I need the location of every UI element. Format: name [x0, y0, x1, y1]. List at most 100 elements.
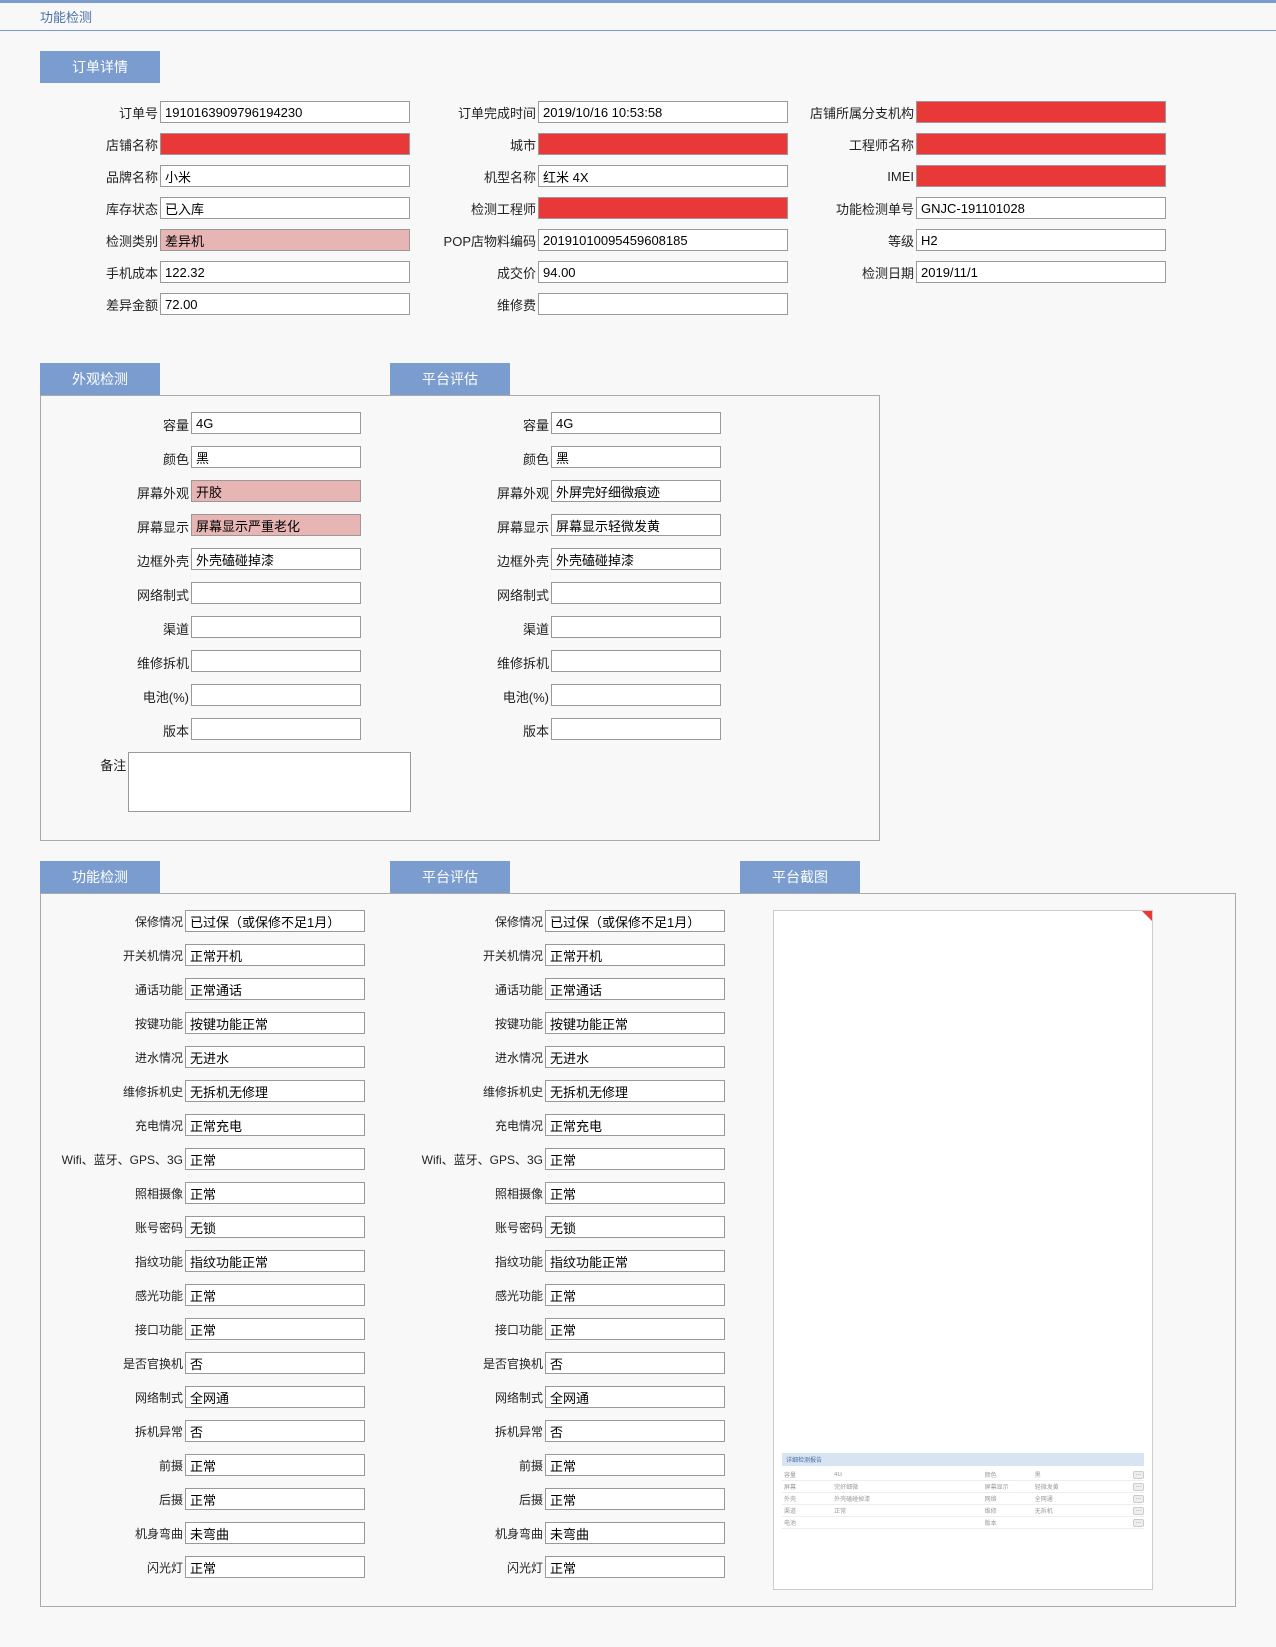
panel-field-input[interactable]: [191, 718, 361, 740]
order-field-input[interactable]: [160, 133, 410, 155]
panel-field-input[interactable]: [191, 514, 361, 536]
func-field-input[interactable]: [545, 1352, 725, 1374]
func-field-label: 进水情况: [405, 1049, 545, 1066]
func-field-input[interactable]: [185, 944, 365, 966]
order-field-input[interactable]: [160, 197, 410, 219]
func-field-input[interactable]: [545, 910, 725, 932]
func-field-input[interactable]: [185, 1386, 365, 1408]
func-row: 开关机情况: [45, 944, 405, 966]
remark-textarea[interactable]: [128, 752, 411, 812]
func-field-input[interactable]: [185, 1114, 365, 1136]
order-field-input[interactable]: [916, 197, 1166, 219]
appearance-left-header: 外观检测: [40, 363, 160, 395]
func-field-label: 接口功能: [45, 1321, 185, 1338]
panel-field-input[interactable]: [191, 582, 361, 604]
panel-field-input[interactable]: [551, 446, 721, 468]
panel-field-input[interactable]: [191, 480, 361, 502]
func-field-input[interactable]: [185, 1250, 365, 1272]
func-field-input[interactable]: [545, 1114, 725, 1136]
func-field-input[interactable]: [185, 1012, 365, 1034]
func-field-input[interactable]: [545, 1522, 725, 1544]
func-field-input[interactable]: [185, 1522, 365, 1544]
panel-field-input[interactable]: [551, 718, 721, 740]
func-field-input[interactable]: [185, 1284, 365, 1306]
order-field-input[interactable]: [160, 261, 410, 283]
func-field-label: 后摄: [45, 1491, 185, 1508]
mini-table-btn: ···: [1133, 1507, 1144, 1515]
func-field-input[interactable]: [185, 1556, 365, 1578]
order-field-input[interactable]: [538, 101, 788, 123]
panel-field-input[interactable]: [551, 650, 721, 672]
panel-field-input[interactable]: [191, 412, 361, 434]
order-field-input[interactable]: [916, 165, 1166, 187]
order-field-input[interactable]: [916, 133, 1166, 155]
order-field-label: 成交价: [418, 263, 538, 282]
panel-field-input[interactable]: [551, 412, 721, 434]
func-field-input[interactable]: [185, 1318, 365, 1340]
panel-field-input[interactable]: [551, 548, 721, 570]
func-field-input[interactable]: [545, 1216, 725, 1238]
func-row: 按键功能: [45, 1012, 405, 1034]
panel-field-input[interactable]: [191, 616, 361, 638]
order-field-input[interactable]: [160, 101, 410, 123]
order-cell: 城市: [418, 133, 788, 155]
func-field-input[interactable]: [545, 1318, 725, 1340]
func-field-input[interactable]: [185, 910, 365, 932]
func-field-input[interactable]: [545, 1046, 725, 1068]
func-field-label: 按键功能: [405, 1015, 545, 1032]
func-field-input[interactable]: [185, 1216, 365, 1238]
order-field-input[interactable]: [160, 165, 410, 187]
func-field-input[interactable]: [185, 1488, 365, 1510]
func-row: 接口功能: [45, 1318, 405, 1340]
func-field-input[interactable]: [545, 1148, 725, 1170]
func-field-input[interactable]: [185, 1182, 365, 1204]
order-field-input[interactable]: [538, 165, 788, 187]
order-cell: 检测工程师: [418, 197, 788, 219]
mini-table-cell: 屏幕: [782, 1482, 832, 1491]
order-field-input[interactable]: [916, 229, 1166, 251]
func-field-input[interactable]: [545, 1386, 725, 1408]
func-field-input[interactable]: [545, 944, 725, 966]
func-field-input[interactable]: [545, 1284, 725, 1306]
func-field-input[interactable]: [185, 1454, 365, 1476]
panel-field-input[interactable]: [551, 480, 721, 502]
func-field-input[interactable]: [185, 1352, 365, 1374]
func-field-input[interactable]: [185, 1148, 365, 1170]
func-field-input[interactable]: [545, 1012, 725, 1034]
func-field-input[interactable]: [545, 978, 725, 1000]
panel-row: 版本: [411, 718, 771, 740]
panel-field-input[interactable]: [551, 684, 721, 706]
func-field-input[interactable]: [545, 1250, 725, 1272]
func-field-input[interactable]: [545, 1420, 725, 1442]
order-field-input[interactable]: [538, 197, 788, 219]
panel-field-input[interactable]: [551, 616, 721, 638]
func-field-input[interactable]: [545, 1488, 725, 1510]
func-row: 机身弯曲: [45, 1522, 405, 1544]
func-field-input[interactable]: [545, 1454, 725, 1476]
order-field-input[interactable]: [916, 261, 1166, 283]
func-field-input[interactable]: [185, 978, 365, 1000]
func-field-input[interactable]: [185, 1420, 365, 1442]
panel-field-input[interactable]: [191, 446, 361, 468]
panel-field-input[interactable]: [551, 582, 721, 604]
order-field-label: 维修费: [418, 295, 538, 314]
func-field-input[interactable]: [545, 1556, 725, 1578]
func-field-input[interactable]: [545, 1182, 725, 1204]
order-field-input[interactable]: [538, 293, 788, 315]
func-field-label: 维修拆机史: [405, 1083, 545, 1100]
order-field-input[interactable]: [160, 229, 410, 251]
func-field-input[interactable]: [545, 1080, 725, 1102]
order-field-label: 品牌名称: [40, 167, 160, 186]
order-field-input[interactable]: [916, 101, 1166, 123]
func-field-input[interactable]: [185, 1046, 365, 1068]
panel-field-input[interactable]: [191, 684, 361, 706]
panel-field-label: 网络制式: [411, 582, 551, 604]
panel-field-input[interactable]: [191, 548, 361, 570]
order-field-input[interactable]: [538, 229, 788, 251]
order-field-input[interactable]: [538, 261, 788, 283]
order-field-input[interactable]: [160, 293, 410, 315]
panel-field-input[interactable]: [551, 514, 721, 536]
func-field-input[interactable]: [185, 1080, 365, 1102]
panel-field-input[interactable]: [191, 650, 361, 672]
order-field-input[interactable]: [538, 133, 788, 155]
